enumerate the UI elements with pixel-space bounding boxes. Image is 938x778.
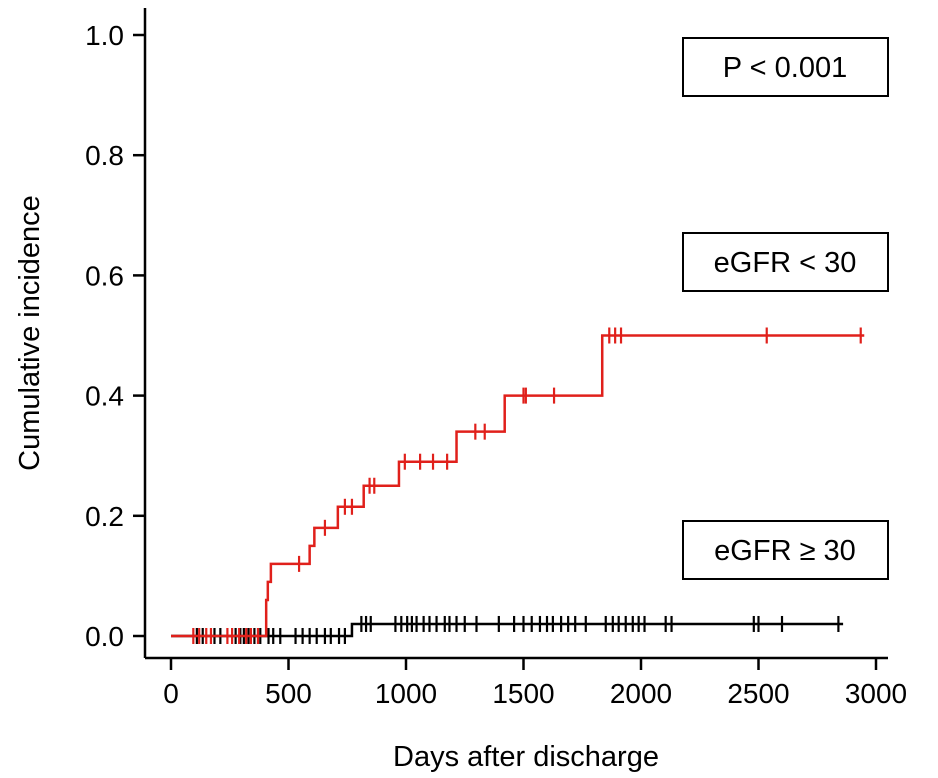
- x-axis-title: Days after discharge: [393, 741, 659, 773]
- y-axis-title: Cumulative incidence: [14, 195, 46, 471]
- series-0-step-line: [171, 334, 865, 638]
- series-1-step-line: [171, 622, 844, 638]
- x-tick-label: 3000: [845, 678, 907, 709]
- x-tick-label: 0: [163, 678, 179, 709]
- y-ticks: 0.0 0.2 0.4 0.6 0.8 1.0: [85, 20, 145, 652]
- y-tick-label: 0.4: [85, 381, 124, 412]
- pvalue-text: P < 0.001: [723, 52, 847, 84]
- egfr-low-annotation: eGFR < 30: [682, 232, 889, 292]
- egfr-low-box: [682, 232, 889, 292]
- egfr-high-box: [682, 520, 889, 580]
- x-tick-label: 2000: [610, 678, 672, 709]
- x-axis: 0 500 1000 1500 2000 2500 3000: [145, 656, 907, 709]
- pvalue-box: [682, 37, 889, 97]
- x-ticks: 0 500 1000 1500 2000 2500 3000: [163, 658, 907, 709]
- pvalue-annotation: P < 0.001: [682, 37, 889, 97]
- y-axis: 0.0 0.2 0.4 0.6 0.8 1.0: [85, 8, 147, 658]
- series-layer: [171, 327, 865, 644]
- y-tick-label: 0.2: [85, 501, 124, 532]
- x-tick-label: 1000: [375, 678, 437, 709]
- egfr-low-text: eGFR < 30: [714, 247, 857, 279]
- x-tick-label: 2500: [727, 678, 789, 709]
- x-tick-label: 500: [265, 678, 312, 709]
- y-tick-label: 0.8: [85, 140, 124, 171]
- egfr-high-annotation: eGFR ≥ 30: [682, 520, 889, 580]
- y-tick-label: 0.0: [85, 621, 124, 652]
- x-tick-label: 1500: [492, 678, 554, 709]
- y-tick-label: 0.6: [85, 260, 124, 291]
- egfr-high-text: eGFR ≥ 30: [714, 535, 856, 567]
- y-tick-label: 1.0: [85, 20, 124, 51]
